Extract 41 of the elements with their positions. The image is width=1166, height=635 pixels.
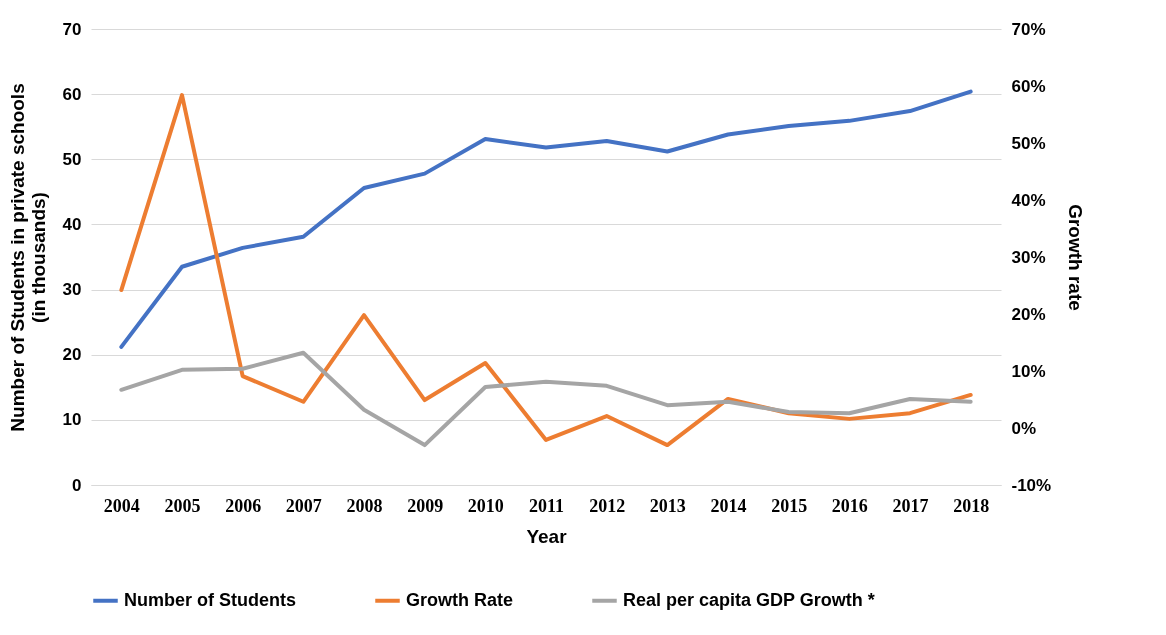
y2-tick-label: 50% — [1011, 133, 1046, 153]
y2-tick-label: -10% — [1011, 475, 1052, 495]
y-tick-label: 30 — [62, 280, 82, 300]
x-tick-label: 2014 — [710, 495, 747, 516]
x-tick-label: 2005 — [164, 495, 201, 516]
line-series — [119, 89, 973, 349]
x-tick-label: 2011 — [528, 495, 565, 516]
x-tick-label: 2006 — [225, 495, 262, 516]
y-tick-label: 60 — [62, 84, 82, 104]
x-tick-label: 2010 — [467, 495, 504, 516]
y2-tick-label: 10% — [1011, 361, 1046, 381]
x-tick-label: 2004 — [103, 495, 140, 516]
x-tick-label: 2017 — [892, 495, 929, 516]
legend-label: Real per capita GDP Growth * — [623, 589, 875, 610]
y-tick-label: 0 — [72, 475, 82, 495]
y2-tick-label: 20% — [1011, 304, 1046, 324]
x-tick-label: 2007 — [285, 495, 322, 516]
y-tick-label: 70 — [62, 19, 82, 39]
y2-axis-title: Growth rate — [1065, 204, 1087, 311]
legend-label: Growth Rate — [406, 589, 514, 610]
y2-tick-label: 30% — [1011, 247, 1046, 267]
x-axis-title: Year — [526, 525, 568, 547]
x-tick-label: 2013 — [649, 495, 686, 516]
line-series — [119, 350, 973, 448]
y-tick-label: 10 — [62, 410, 82, 430]
y-tick-label: 40 — [62, 214, 82, 234]
x-tick-label: 2008 — [346, 495, 383, 516]
x-tick-label: 2016 — [831, 495, 868, 516]
legend-label: Number of Students — [124, 589, 297, 610]
line-series — [119, 93, 973, 448]
y2-tick-label: 60% — [1011, 76, 1046, 96]
y-axis-title: Number of Students in private schools (in thousands) — [6, 83, 49, 432]
y-tick-label: 50 — [62, 149, 82, 169]
y2-tick-label: 70% — [1011, 19, 1046, 39]
x-tick-label: 2018 — [953, 495, 990, 516]
x-tick-label: 2012 — [589, 495, 626, 516]
y-tick-label: 20 — [62, 345, 82, 365]
x-tick-label: 2015 — [771, 495, 808, 516]
y2-tick-label: 0% — [1011, 418, 1037, 438]
x-tick-label: 2009 — [407, 495, 444, 516]
y2-tick-label: 40% — [1011, 190, 1046, 210]
